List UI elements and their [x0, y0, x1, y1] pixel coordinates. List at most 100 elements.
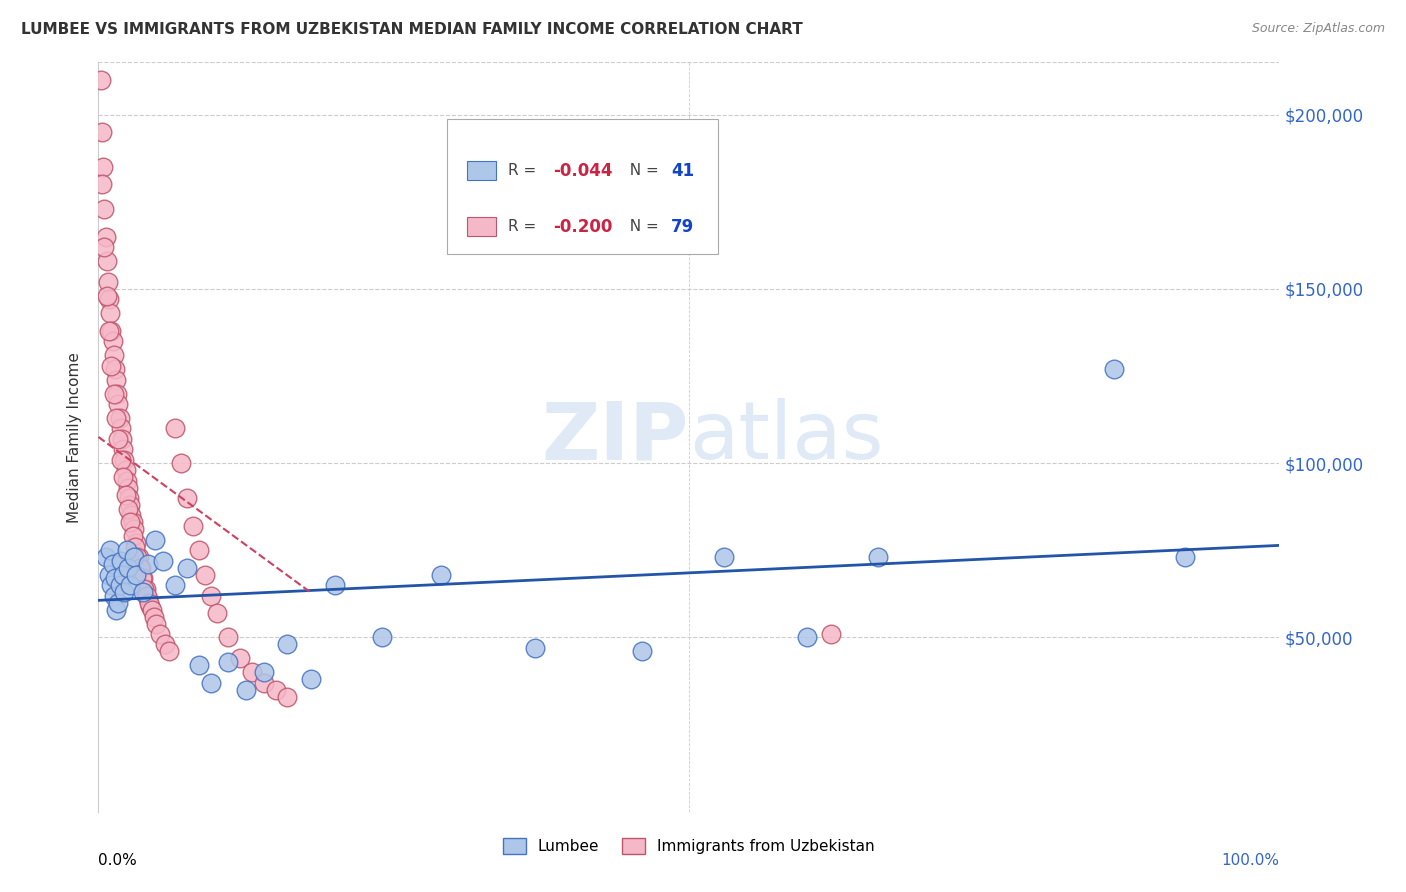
Text: N =: N =: [620, 163, 664, 178]
Point: [127, 550, 149, 565]
Point: [128, 550, 150, 565]
Point: [138, 596, 160, 610]
Point: [110, 554, 132, 568]
Point: [141, 602, 163, 616]
Point: [299, 673, 322, 687]
Point: [101, 558, 124, 572]
Point: [117, 561, 139, 575]
Text: 41: 41: [671, 161, 695, 180]
Point: [229, 651, 252, 665]
Point: [112, 585, 135, 599]
Point: [165, 578, 187, 592]
Point: [713, 550, 735, 565]
Point: [105, 373, 128, 387]
Point: [143, 533, 166, 547]
Text: atlas: atlas: [689, 398, 883, 476]
Point: [820, 627, 842, 641]
Point: [217, 655, 239, 669]
Point: [157, 644, 180, 658]
Point: [170, 456, 193, 470]
Point: [145, 616, 167, 631]
Point: [200, 589, 222, 603]
Text: 0.0%: 0.0%: [98, 853, 138, 868]
Point: [176, 561, 198, 575]
Point: [796, 631, 818, 645]
Point: [108, 411, 131, 425]
Point: [108, 578, 131, 592]
Text: 79: 79: [671, 218, 695, 235]
Point: [217, 631, 239, 645]
Point: [112, 442, 135, 457]
Point: [276, 690, 298, 704]
Point: [100, 324, 122, 338]
Text: -0.200: -0.200: [553, 218, 613, 235]
Point: [524, 640, 547, 655]
Point: [240, 665, 263, 680]
Point: [100, 578, 122, 592]
Point: [104, 362, 127, 376]
Point: [131, 571, 153, 585]
FancyBboxPatch shape: [467, 161, 496, 180]
Point: [112, 567, 135, 582]
Point: [115, 474, 138, 488]
Point: [187, 543, 209, 558]
Point: [98, 543, 121, 558]
Point: [121, 516, 143, 530]
Point: [194, 567, 217, 582]
Text: LUMBEE VS IMMIGRANTS FROM UZBEKISTAN MEDIAN FAMILY INCOME CORRELATION CHART: LUMBEE VS IMMIGRANTS FROM UZBEKISTAN MED…: [21, 22, 803, 37]
Point: [132, 571, 155, 585]
Point: [122, 523, 145, 537]
Point: [117, 501, 139, 516]
Point: [135, 582, 157, 596]
Point: [107, 432, 129, 446]
Point: [264, 682, 287, 697]
Point: [235, 682, 257, 697]
Point: [630, 644, 652, 658]
Point: [253, 665, 276, 680]
Point: [104, 571, 127, 585]
Point: [152, 554, 174, 568]
Y-axis label: Median Family Income: Median Family Income: [67, 351, 83, 523]
Point: [94, 550, 117, 565]
Point: [103, 348, 125, 362]
Point: [93, 240, 115, 254]
Point: [187, 658, 209, 673]
Point: [110, 452, 132, 467]
Point: [125, 536, 148, 550]
Point: [253, 675, 276, 690]
Point: [91, 125, 114, 139]
Point: [176, 491, 198, 505]
Text: -0.044: -0.044: [553, 161, 613, 180]
Point: [103, 386, 125, 401]
Point: [101, 334, 124, 349]
Point: [100, 359, 122, 373]
FancyBboxPatch shape: [447, 119, 718, 253]
Point: [103, 589, 125, 603]
Point: [135, 589, 157, 603]
Point: [91, 160, 114, 174]
Point: [139, 599, 162, 613]
Point: [134, 582, 156, 596]
Point: [96, 289, 118, 303]
Point: [115, 543, 138, 558]
Point: [90, 73, 112, 87]
Point: [121, 508, 143, 523]
Point: [93, 202, 115, 216]
Point: [153, 637, 176, 651]
Point: [136, 592, 159, 607]
Point: [117, 481, 139, 495]
Point: [136, 558, 159, 572]
Point: [107, 596, 129, 610]
Point: [122, 550, 145, 565]
Point: [121, 529, 143, 543]
Point: [118, 491, 141, 505]
Point: [1174, 550, 1197, 565]
Text: Source: ZipAtlas.com: Source: ZipAtlas.com: [1251, 22, 1385, 36]
Text: 100.0%: 100.0%: [1222, 853, 1279, 868]
Point: [430, 567, 453, 582]
Point: [128, 561, 150, 575]
Point: [181, 519, 204, 533]
Text: ZIP: ZIP: [541, 398, 689, 476]
Text: R =: R =: [508, 219, 541, 235]
Point: [120, 498, 142, 512]
